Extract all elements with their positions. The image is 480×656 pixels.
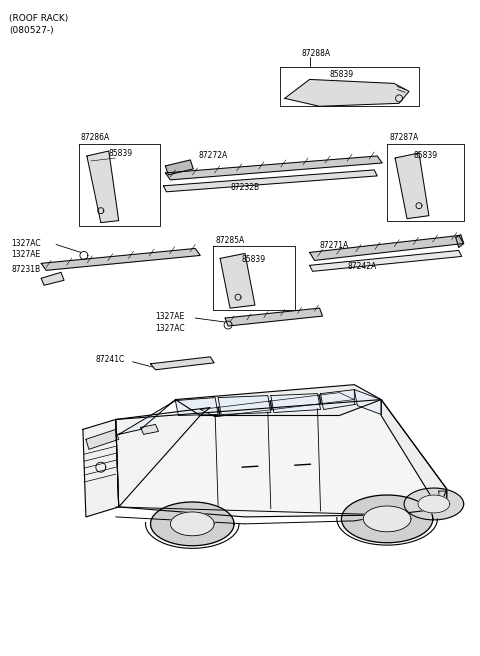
Text: 87232B: 87232B <box>230 183 259 192</box>
Text: 85839: 85839 <box>414 151 438 160</box>
Polygon shape <box>151 502 234 546</box>
Polygon shape <box>220 253 255 308</box>
Polygon shape <box>83 419 119 517</box>
Text: 87287A: 87287A <box>389 133 419 142</box>
Polygon shape <box>175 398 218 415</box>
Text: 87241C: 87241C <box>96 355 125 364</box>
Text: 87271A: 87271A <box>320 241 349 249</box>
Polygon shape <box>141 424 158 434</box>
Polygon shape <box>116 407 210 507</box>
Polygon shape <box>354 390 381 415</box>
Text: 87286A: 87286A <box>81 133 110 142</box>
Polygon shape <box>310 251 462 272</box>
Text: 87272A: 87272A <box>198 151 228 160</box>
Polygon shape <box>175 384 381 415</box>
Polygon shape <box>41 272 64 285</box>
Text: 1327AC: 1327AC <box>156 324 185 333</box>
Polygon shape <box>87 151 119 222</box>
Polygon shape <box>166 160 193 175</box>
Polygon shape <box>310 236 464 260</box>
Text: (ROOF RACK): (ROOF RACK) <box>9 14 69 23</box>
Text: 87242A: 87242A <box>348 262 377 272</box>
Polygon shape <box>271 394 321 413</box>
Polygon shape <box>170 512 214 536</box>
Polygon shape <box>218 396 271 415</box>
Polygon shape <box>119 400 175 434</box>
Polygon shape <box>116 400 447 517</box>
Polygon shape <box>86 430 119 449</box>
Text: 1327AE: 1327AE <box>156 312 185 321</box>
Text: 85839: 85839 <box>242 255 266 264</box>
Polygon shape <box>166 156 382 180</box>
Polygon shape <box>200 393 354 417</box>
Text: 85839: 85839 <box>109 149 133 158</box>
Polygon shape <box>151 357 214 370</box>
Text: 87231B: 87231B <box>12 266 40 274</box>
Polygon shape <box>418 495 450 513</box>
Text: (080527-): (080527-) <box>9 26 54 35</box>
Polygon shape <box>456 235 464 247</box>
Polygon shape <box>285 79 409 106</box>
Polygon shape <box>225 308 323 326</box>
Polygon shape <box>381 400 447 509</box>
Polygon shape <box>341 495 433 543</box>
Text: 87285A: 87285A <box>215 236 244 245</box>
Text: 1327AC: 1327AC <box>12 239 41 247</box>
Polygon shape <box>395 153 429 218</box>
Polygon shape <box>321 390 354 409</box>
Polygon shape <box>404 488 464 520</box>
Polygon shape <box>164 170 377 192</box>
Polygon shape <box>363 506 411 532</box>
Polygon shape <box>439 491 447 509</box>
Text: 1327AE: 1327AE <box>12 251 41 260</box>
Text: 85839: 85839 <box>329 70 354 79</box>
Text: 87288A: 87288A <box>301 49 331 58</box>
Polygon shape <box>41 249 200 270</box>
